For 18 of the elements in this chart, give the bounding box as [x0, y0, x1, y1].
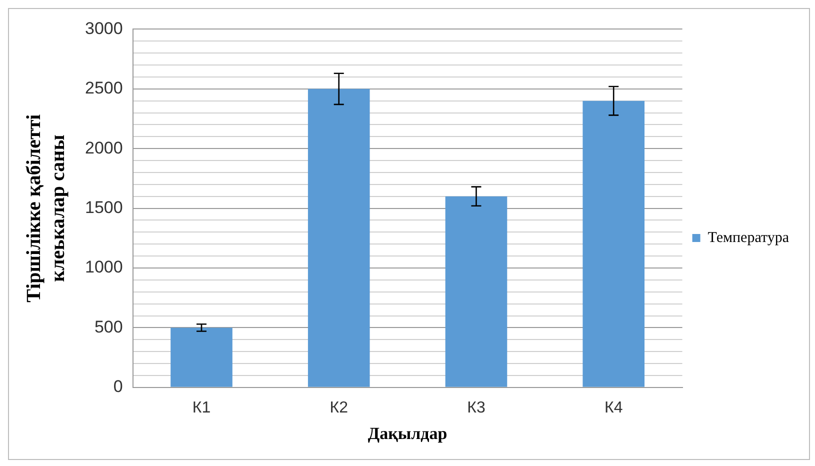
x-tick-label: К2	[330, 399, 348, 416]
y-tick-label: 1000	[84, 258, 123, 277]
y-tick-label: 2500	[84, 78, 123, 98]
legend-label: Температура	[708, 230, 790, 246]
bar	[582, 100, 645, 387]
bar	[170, 328, 232, 387]
x-tick-label: К1	[192, 399, 211, 416]
x-tick-label: К3	[467, 399, 486, 416]
x-axis-title: Дақылдар	[368, 424, 448, 444]
bar	[308, 88, 370, 387]
y-axis-title: Тіршілікке қабілетті клеькалар саны	[23, 114, 70, 302]
y-tick-label: 2000	[84, 138, 123, 158]
y-tick-label: 500	[94, 317, 123, 336]
x-tick-label: К4	[604, 399, 623, 416]
bar	[445, 196, 508, 387]
y-tick-label: 1500	[84, 198, 123, 217]
y-tick-label: 0	[113, 377, 123, 396]
y-tick-label: 3000	[84, 18, 123, 38]
